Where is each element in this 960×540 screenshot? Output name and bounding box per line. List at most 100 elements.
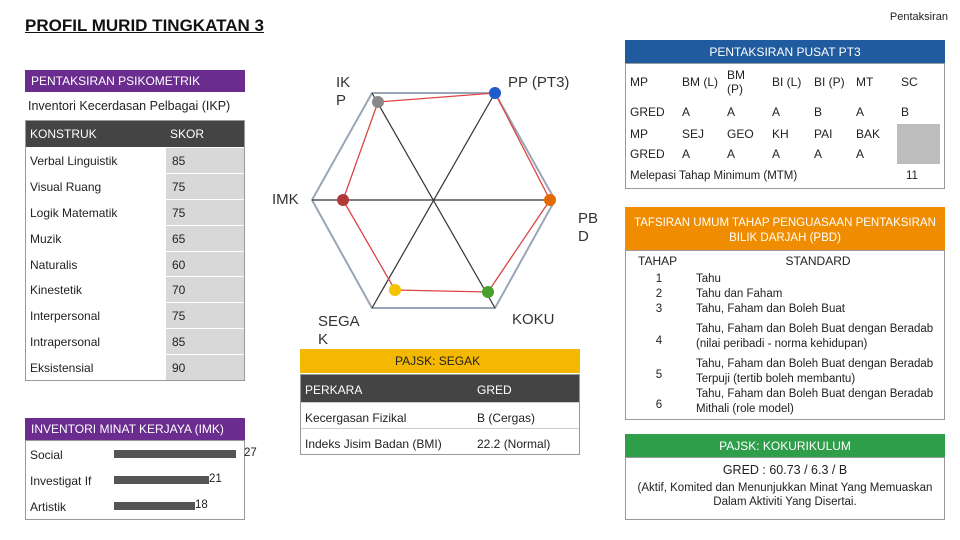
tahap-cell: 1 [655,273,663,285]
tafsiran-heading: TAFSIRAN UMUM TAHAP PENGUASAAN PENTAKSIR… [625,207,945,250]
skor-cell: 65 [166,225,244,251]
segak-table-header: PERKARA GRED [301,375,579,402]
label-imk: IMK [272,191,299,208]
konstruk-cell: Logik Matematik [26,199,166,225]
segak-table: PERKARA GRED Kecergasan Fizikal B (Cerga… [300,374,580,455]
tafsiran-table: TAHAP STANDARD 1 2 3 4 5 6 Tahu Tahu dan… [625,250,945,420]
table-row: Verbal Linguistik 85 [26,147,244,173]
pt3-cell: BI (P) [814,75,845,89]
table-row: Kinestetik 70 [26,276,244,303]
gred-cell: B (Cergas) [477,411,536,425]
pt3-cell: MT [856,75,874,89]
point-pbd [544,194,556,206]
skor-cell: 75 [166,173,244,199]
tafsiran-header: TAHAP STANDARD [626,251,944,272]
konstruk-cell: Verbal Linguistik [26,148,166,173]
gred-cell: 22.2 (Normal) [477,437,551,451]
imk-value: 27 [244,447,257,459]
imk-bar [114,450,236,458]
table-row: Intrapersonal 85 [26,328,244,355]
pt3-cell: A [727,147,736,161]
pt3-cell: BM (L) [682,75,718,89]
col-skor: SKOR [170,127,205,141]
skor-cell: 75 [166,303,244,329]
pt3-row-grades-2: GRED A A A A A [626,144,944,164]
pt3-cell: A [772,105,781,119]
point-ikp [372,96,384,108]
imk-row: Artistik 18 [26,493,244,519]
pt3-cell: A [727,105,736,119]
pt3-row-grades-1: GRED A A A B A B [626,100,944,124]
table-row: Interpersonal 75 [26,302,244,329]
imk-value: 18 [195,499,208,511]
kokurikulum-heading: PAJSK: KOKURIKULUM [625,434,945,457]
col-perkara: PERKARA [305,383,363,397]
tahap-cell: 2 [655,288,663,300]
tahap-cell: 3 [655,303,663,315]
point-segak [389,284,401,296]
imk-label: Artistik [30,500,66,514]
imk-row: Investigat If 21 [26,467,244,493]
ikp-table: KONSTRUK SKOR Verbal Linguistik 85 Visual… [25,120,245,382]
skor-cell: 90 [166,355,244,381]
pt3-cell: GEO [727,127,754,141]
pt3-cell-empty [897,144,940,164]
label-ikp: IK P [336,74,351,109]
tafsiran-row-group: 1 2 3 4 5 6 Tahu Tahu dan Faham Tahu, Fa… [626,272,944,417]
page-title: PROFIL MURID TINGKATAN 3 [25,16,264,35]
kokurikulum-box: GRED : 60.73 / 6.3 / B (Aktif, Komited d… [625,457,945,520]
skor-cell: 75 [166,199,244,225]
pt3-cell: BAK [856,127,881,141]
kokurikulum-gred: GRED : 60.73 / 6.3 / B [722,463,848,477]
pt3-cell: BI (L) [772,75,802,89]
pt3-cell: A [856,105,865,119]
pt3-cell: A [682,147,691,161]
pt3-table: MP BM (L) BM (P) BI (L) BI (P) MT SC GRE… [625,63,945,189]
perkara-cell: Indeks Jisim Badan (BMI) [305,437,442,451]
tahap-cell: 6 [655,399,663,411]
psikometrik-heading: PENTAKSIRAN PSIKOMETRIK [25,70,245,92]
konstruk-cell: Visual Ruang [26,173,166,199]
skor-cell: 85 [166,148,244,173]
point-imk [337,194,349,206]
kokurikulum-desc: (Aktif, Komited dan Menunjukkan Minat Ya… [637,482,933,508]
skor-cell: 85 [166,329,244,355]
konstruk-cell: Interpersonal [26,303,166,329]
imk-label: Social [30,448,63,462]
pt3-cell: KH [772,127,789,141]
pt3-cell: GRED [630,147,665,161]
imk-bar [114,502,195,510]
pt3-cell: BM (P) [727,68,745,96]
tahap-cell: 4 [655,335,663,347]
pt3-cell: A [856,147,865,161]
ikp-label: Inventori Kecerdasan Pelbagai (IKP) [28,99,231,113]
imk-bar [114,476,209,484]
ikp-table-header: KONSTRUK SKOR [26,121,244,147]
pt3-cell: B [814,105,823,119]
standard-cell: Tahu, Faham dan Boleh Buat [696,303,845,315]
pt3-cell: A [772,147,781,161]
point-koku [482,286,494,298]
pt3-cell: GRED [630,105,665,119]
pt3-heading: PENTAKSIRAN PUSAT PT3 [625,40,945,63]
tahap-col: 1 2 3 4 5 6 [626,272,692,417]
pt3-cell: PAI [814,127,833,141]
pt3-row-subjects-2: MP SEJ GEO KH PAI BAK [626,124,944,144]
segak-heading: PAJSK: SEGAK [300,349,580,373]
konstruk-cell: Kinestetik [26,277,166,303]
konstruk-cell: Naturalis [26,251,166,277]
konstruk-cell: Muzik [26,225,166,251]
pt3-row-subjects-1: MP BM (L) BM (P) BI (L) BI (P) MT SC [626,64,944,100]
col-standard: STANDARD [785,254,851,268]
mtm-label: Melepasi Tahap Minimum (MTM) [630,170,798,182]
standard-cell: Tahu dan Faham [696,288,783,300]
imk-heading: INVENTORI MINAT KERJAYA (IMK) [25,418,245,440]
mtm-value: 11 [906,170,918,182]
table-row: Logik Matematik 75 [26,198,244,225]
hexagon-profile-chart [310,87,557,309]
point-pp [489,87,501,99]
imk-value: 21 [209,473,222,485]
table-row: Kecergasan Fizikal B (Cergas) [301,402,579,428]
perkara-cell: Kecergasan Fizikal [305,411,407,425]
label-pbd: PB D [578,210,599,245]
